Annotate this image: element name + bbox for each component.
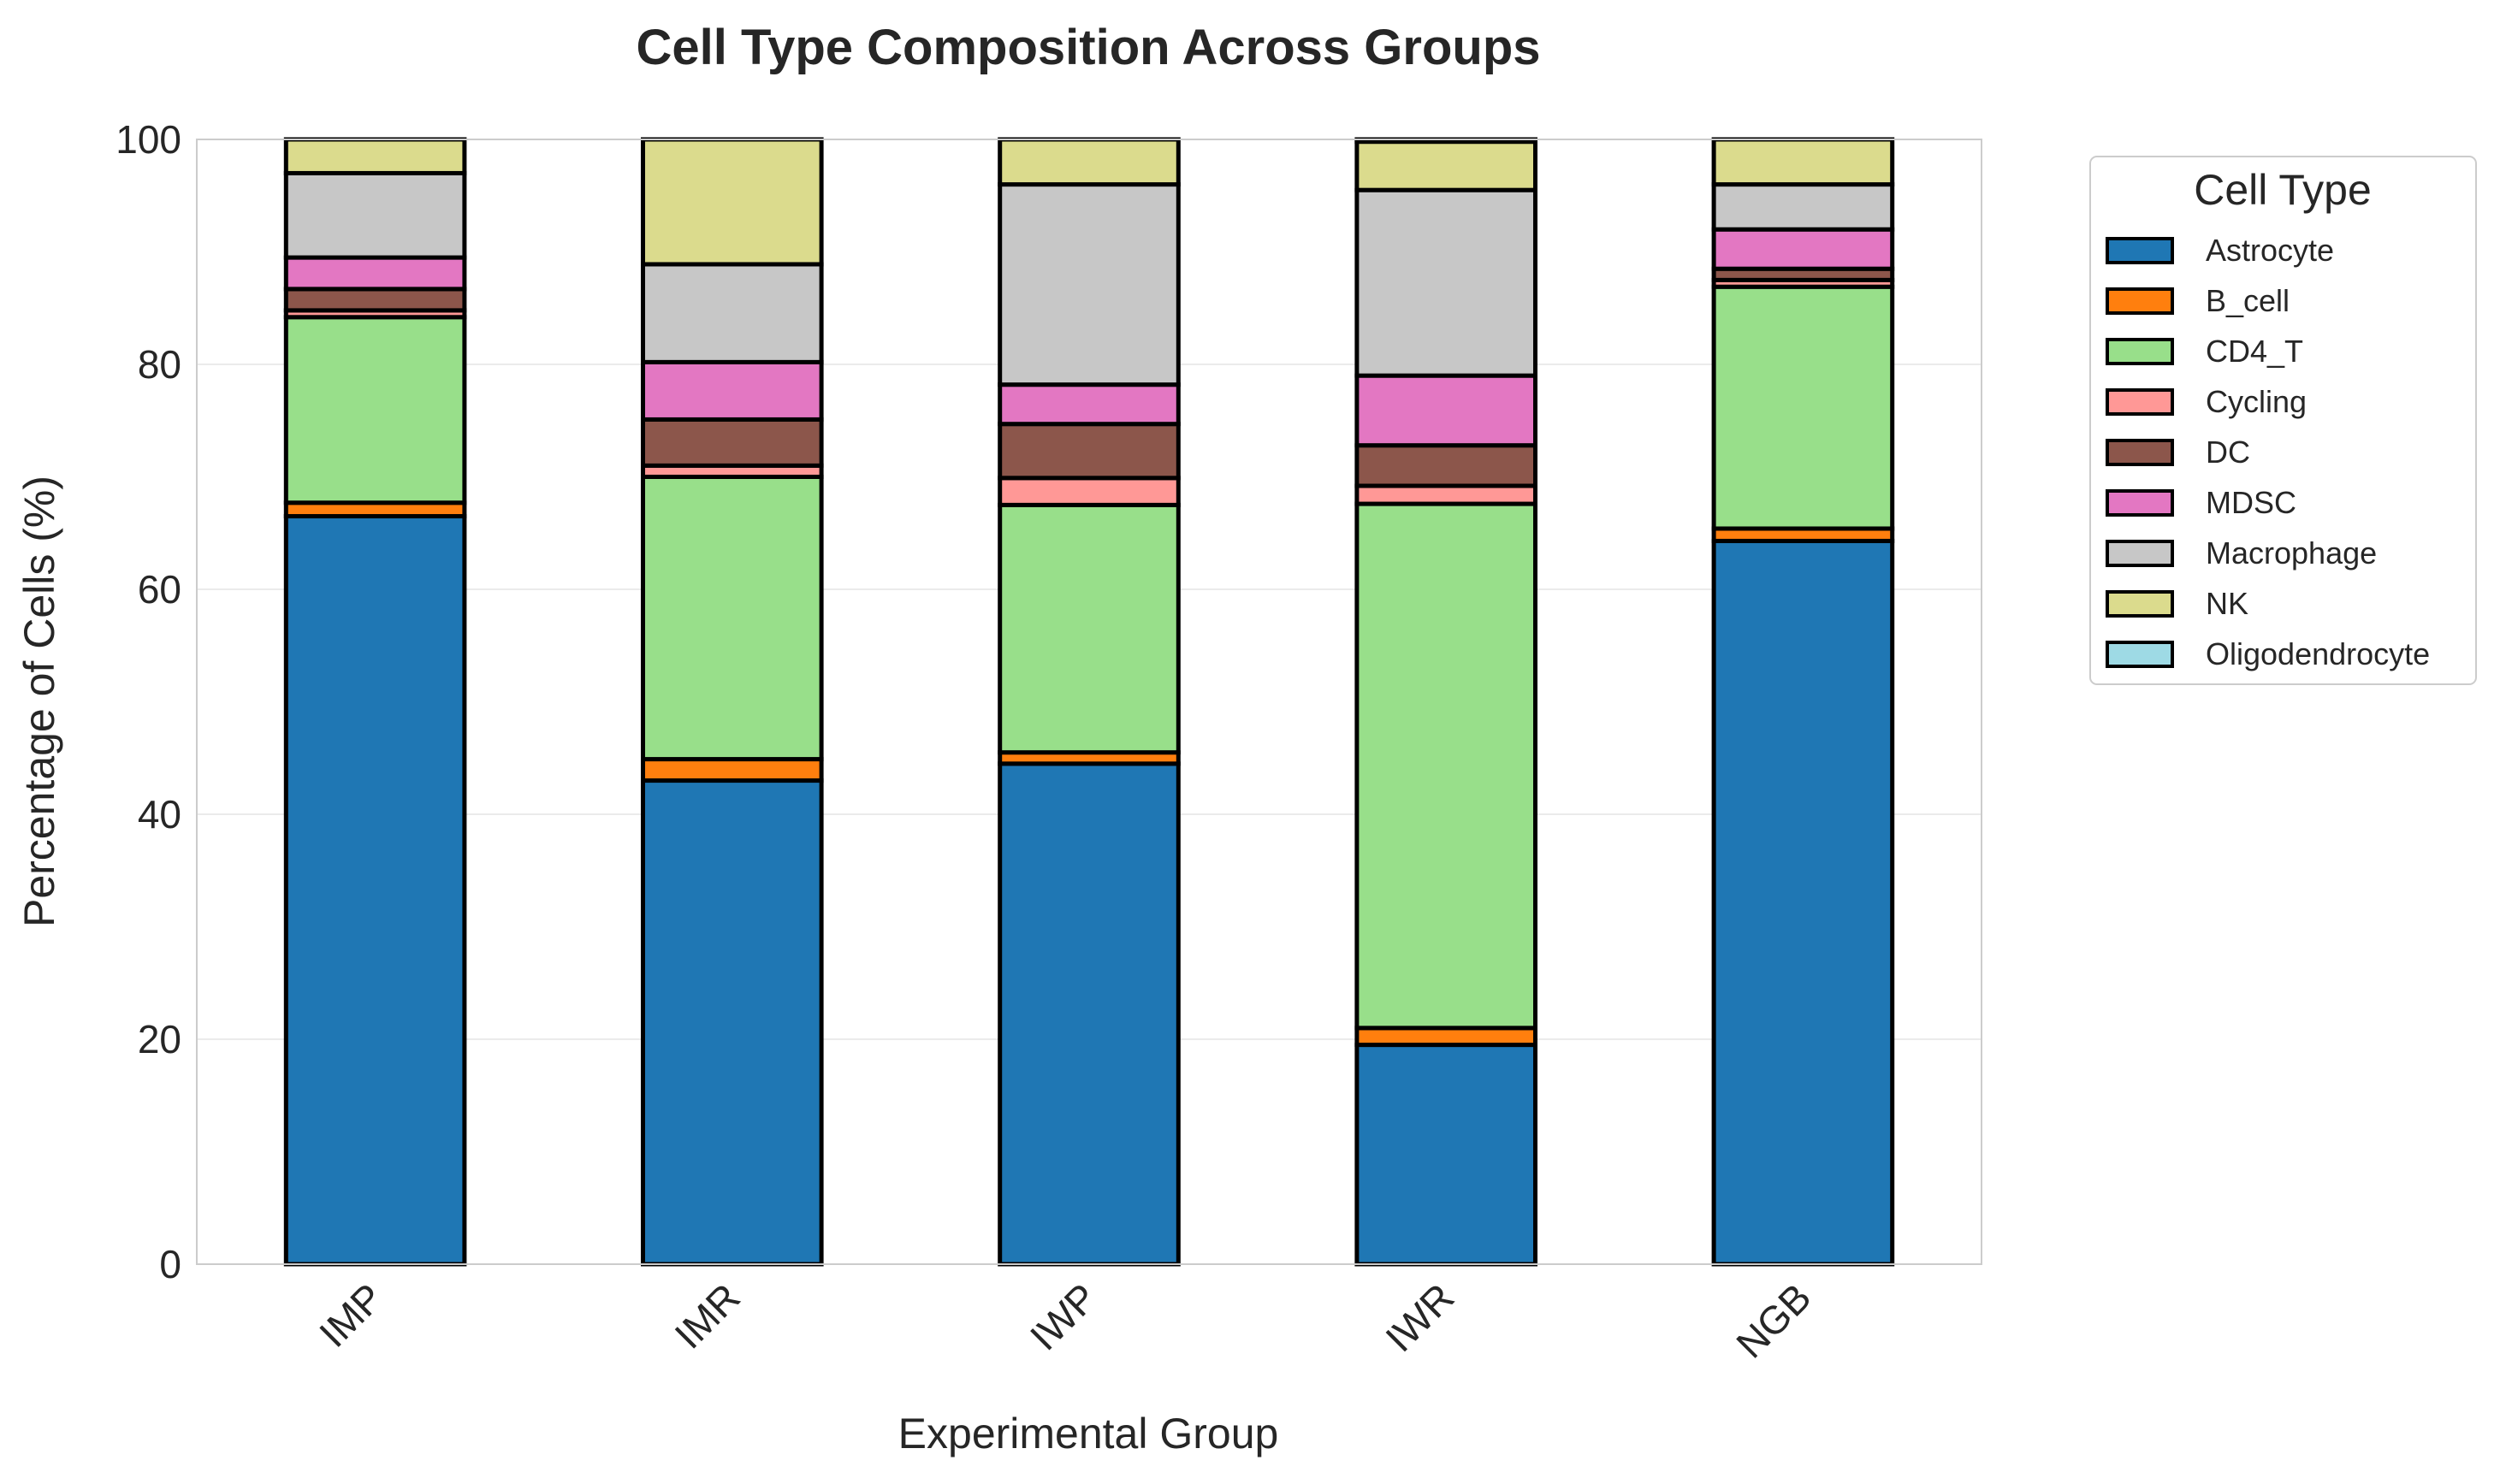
legend-title: Cell Type (2194, 166, 2372, 214)
bar-imp-mdsc (283, 255, 467, 292)
legend-label: NK (2206, 586, 2248, 621)
bar-iwr-nk (1354, 139, 1538, 192)
x-axis-label: Experimental Group (898, 1410, 1279, 1457)
bar-iwp-nk (998, 137, 1181, 187)
legend-swatch (2106, 439, 2174, 466)
bar-imr-macrophage (641, 262, 824, 364)
legend-swatch (2106, 590, 2174, 618)
legend-swatch (2106, 489, 2174, 517)
bar-iwp-cycling (998, 476, 1181, 507)
legend-label: Macrophage (2206, 535, 2377, 571)
y-tick-label: 40 (138, 792, 181, 837)
plot-frame (196, 139, 1982, 1265)
x-tick-label: NGB (1727, 1274, 1819, 1366)
y-axis: 0 20 40 60 80 100 (116, 117, 181, 1286)
bar-imr-b-cell (641, 757, 824, 783)
bar-imp-astrocyte (283, 514, 467, 1267)
legend-items: Astrocyte B_cell CD4_T Cycling DC MDSC Macroph… (2106, 233, 2430, 671)
bar-iwr-cd4-t (1354, 501, 1538, 1031)
y-tick-label: 100 (116, 117, 181, 162)
legend-swatch (2106, 237, 2174, 264)
bar-iwr-astrocyte (1354, 1043, 1538, 1267)
x-tick-label: IMR (666, 1274, 748, 1357)
bar-iwp-dc (998, 422, 1181, 481)
legend-label: CD4_T (2206, 334, 2303, 369)
legend-frame (2089, 156, 2477, 685)
y-tick-label: 60 (138, 567, 181, 612)
x-axis: IMP IMR IWP IWR NGB (311, 1274, 1819, 1366)
bar-iwp-mdsc (998, 382, 1181, 427)
bar-imr-dc (641, 417, 824, 468)
bar-imr-cd4-t (641, 475, 824, 762)
bar-imp-dc (283, 287, 467, 313)
bar-ngb-macrophage (1711, 182, 1895, 232)
bar-imp-nk (283, 137, 467, 175)
legend-swatch (2106, 338, 2174, 365)
y-tick-label: 20 (138, 1017, 181, 1061)
y-tick-label: 80 (138, 342, 181, 387)
bar-iwp-macrophage (998, 182, 1181, 387)
bar-ngb-nk (1711, 137, 1895, 187)
legend-swatch (2106, 540, 2174, 567)
legend: Cell Type Astrocyte B_cell CD4_T Cycling DC M… (2089, 156, 2477, 685)
bar-iwr-dc (1354, 443, 1538, 488)
legend-label: Astrocyte (2206, 233, 2334, 268)
y-axis-label: Percentage of Cells (%) (15, 476, 63, 927)
bars (283, 137, 1895, 1267)
legend-label: B_cell (2206, 283, 2290, 318)
bar-iwr-mdsc (1354, 373, 1538, 448)
x-tick-label: IWR (1377, 1274, 1462, 1360)
bar-ngb-mdsc (1711, 227, 1895, 271)
bar-iwr-macrophage (1354, 187, 1538, 378)
legend-label: MDSC (2206, 485, 2296, 520)
bar-imp-cd4-t (283, 315, 467, 506)
chart-title: Cell Type Composition Across Groups (636, 20, 1540, 75)
legend-label: Cycling (2206, 384, 2307, 419)
bar-iwr-b-cell (1354, 1026, 1538, 1048)
bar-ngb-astrocyte (1711, 538, 1895, 1267)
legend-swatch (2106, 641, 2174, 668)
bar-imr-mdsc (641, 359, 824, 422)
legend-label: Oligodendrocyte (2206, 636, 2430, 671)
bar-imr-astrocyte (641, 778, 824, 1267)
legend-swatch (2106, 388, 2174, 416)
y-tick-label: 0 (159, 1242, 181, 1286)
x-tick-label: IMP (311, 1274, 392, 1356)
bar-iwp-astrocyte (998, 761, 1181, 1267)
x-tick-label: IWP (1022, 1274, 1105, 1358)
bar-imp-macrophage (283, 170, 467, 260)
bar-iwr-cycling (1354, 483, 1538, 506)
bar-ngb-cd4-t (1711, 284, 1895, 531)
legend-label: DC (2206, 435, 2250, 470)
legend-swatch (2106, 287, 2174, 315)
bar-imr-nk (641, 137, 824, 267)
bar-iwp-cd4-t (998, 502, 1181, 755)
